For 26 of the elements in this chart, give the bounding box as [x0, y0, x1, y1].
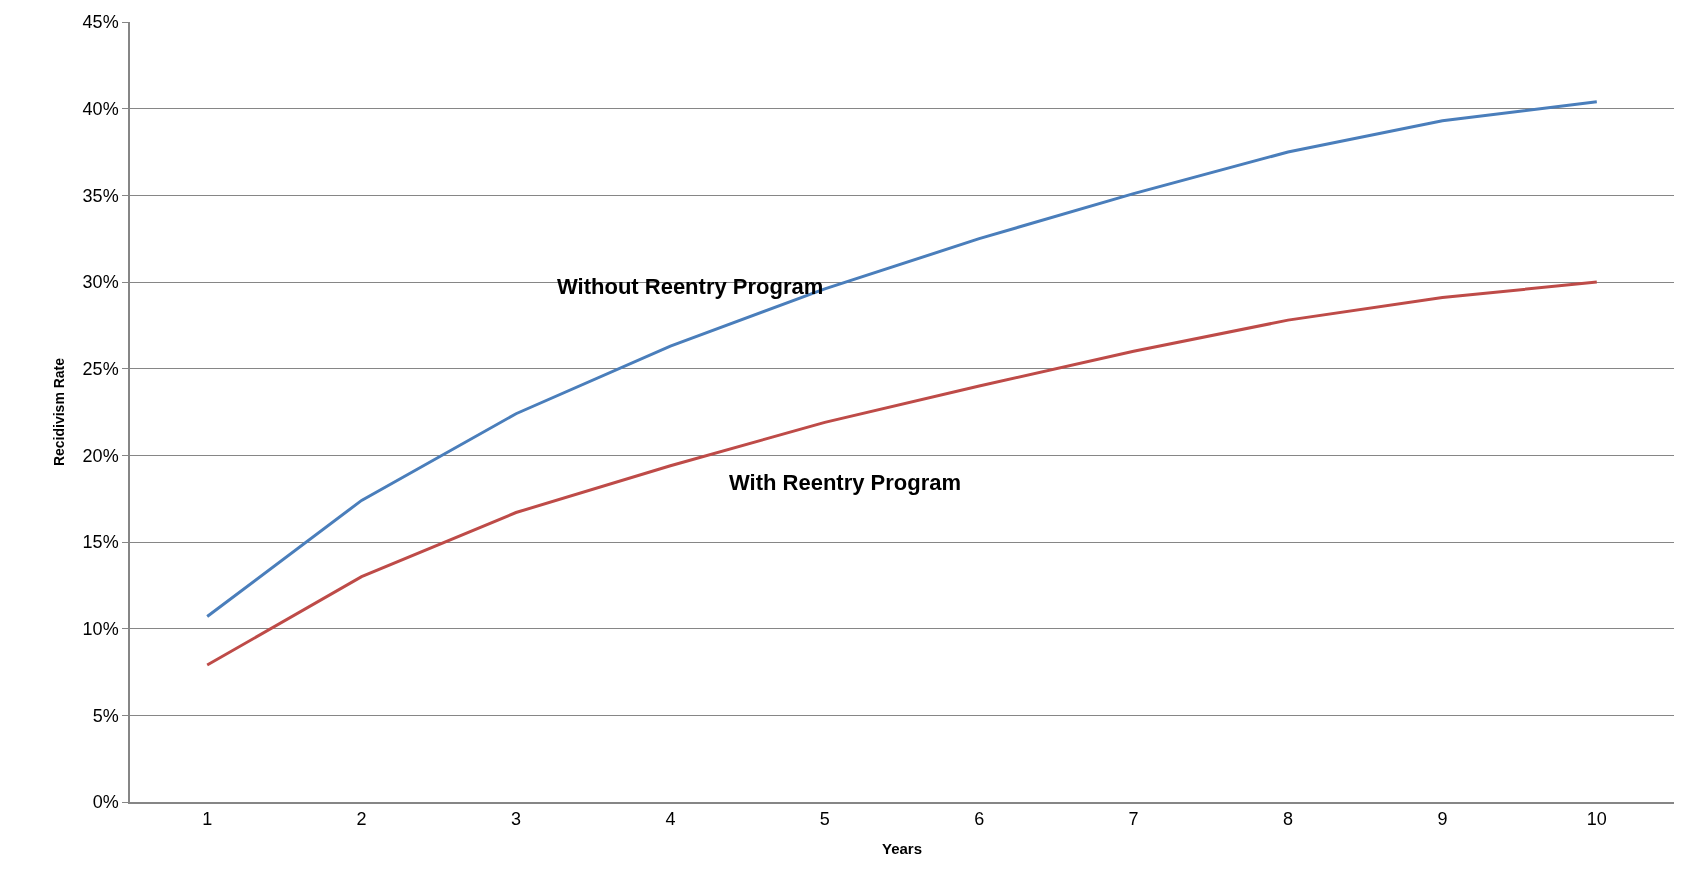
- y-tick-label: 10%: [82, 618, 119, 639]
- y-tick-label: 15%: [82, 532, 119, 553]
- x-tick-label: 9: [1437, 809, 1448, 830]
- x-tick-label: 3: [510, 809, 522, 830]
- line-series: [205, 280, 1599, 667]
- series-label: Without Reentry Program: [557, 274, 824, 299]
- x-tick-label: 2: [356, 809, 367, 830]
- x-tick-label: 10: [1586, 809, 1607, 830]
- y-tick-label: 5%: [92, 705, 119, 726]
- x-axis-title: Years: [881, 839, 923, 857]
- x-tick-label: 7: [1128, 809, 1139, 830]
- x-tick-label: 5: [819, 809, 830, 830]
- y-tick-label: 0%: [92, 792, 119, 813]
- y-tick-label: 45%: [82, 12, 119, 33]
- x-tick-label: 8: [1282, 809, 1294, 830]
- y-tick-label: 20%: [82, 445, 119, 466]
- x-tick-label: 1: [202, 809, 213, 830]
- y-tick-label: 40%: [82, 98, 119, 119]
- line-series: [205, 100, 1599, 619]
- y-tick-label: 30%: [82, 272, 119, 293]
- y-tick-label: 25%: [82, 358, 119, 379]
- x-tick-label: 4: [665, 809, 676, 830]
- x-tick-label: 6: [974, 809, 985, 830]
- y-axis-title: Recidivism Rate: [50, 357, 67, 467]
- series-label: With Reentry Program: [729, 470, 962, 495]
- y-tick-label: 35%: [82, 185, 119, 206]
